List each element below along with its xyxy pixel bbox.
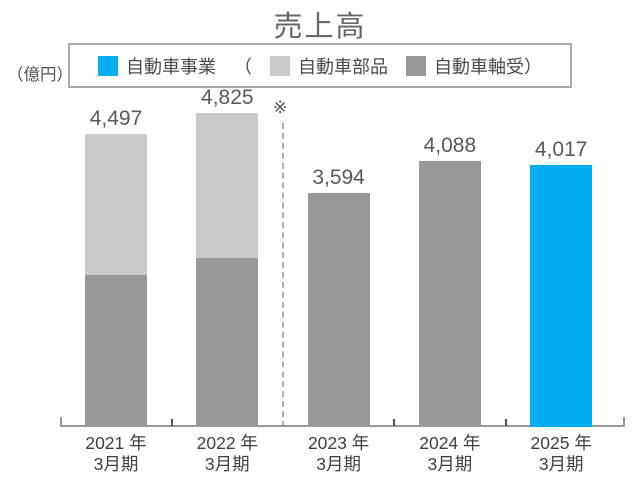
x-axis-label: 2021 年 3月期: [85, 433, 147, 474]
legend-swatch-auto-bearings: [406, 55, 426, 76]
legend-label-auto-business: 自動車事業: [126, 56, 216, 77]
bar-5: [530, 165, 593, 427]
axis-end-tick: [623, 417, 625, 427]
bar-2: [196, 113, 259, 427]
legend-label-auto-parts: 自動車部品: [298, 56, 388, 77]
x-axis-label: 2025 年 3月期: [530, 433, 592, 474]
x-axis-label: 2024 年 3月期: [419, 433, 481, 474]
legend-box: 自動車事業 （ 自動車部品 自動車軸受）: [68, 43, 572, 88]
note-reference-mark: ※: [273, 98, 288, 117]
legend-swatch-auto-business: [98, 55, 118, 76]
bar-segment: [530, 165, 593, 427]
bar-segment: [85, 134, 147, 275]
period-divider-dashed-line: [282, 123, 284, 427]
bar-4: [418, 161, 481, 427]
bar-total-label: 3,594: [312, 166, 365, 189]
legend-swatch-auto-parts: [270, 55, 290, 76]
bar-segment: [307, 193, 370, 427]
axis-tick: [170, 419, 173, 426]
axis-tick: [504, 419, 507, 426]
bar-1: [85, 134, 147, 427]
bar-segment: [418, 161, 481, 427]
y-axis-unit-label: （億円）: [7, 66, 73, 84]
axis-end-tick: [60, 417, 62, 427]
bar-total-label: 4,497: [89, 107, 143, 130]
bar-segment: [85, 275, 147, 427]
bar-segment: [196, 258, 259, 427]
chart-title: 売上高: [273, 11, 367, 43]
legend-label-auto-bearings: 自動車軸受）: [434, 56, 542, 77]
bar-total-label: 4,825: [201, 86, 254, 109]
bar-total-label: 4,088: [423, 134, 477, 157]
bar-total-label: 4,017: [534, 138, 588, 161]
legend-open-paren: （: [234, 56, 252, 77]
x-axis-label: 2023 年 3月期: [307, 433, 370, 474]
bar-3: [307, 193, 370, 427]
bar-segment: [196, 113, 259, 258]
x-axis-label: 2022 年 3月期: [196, 433, 258, 474]
axis-tick: [393, 419, 396, 426]
